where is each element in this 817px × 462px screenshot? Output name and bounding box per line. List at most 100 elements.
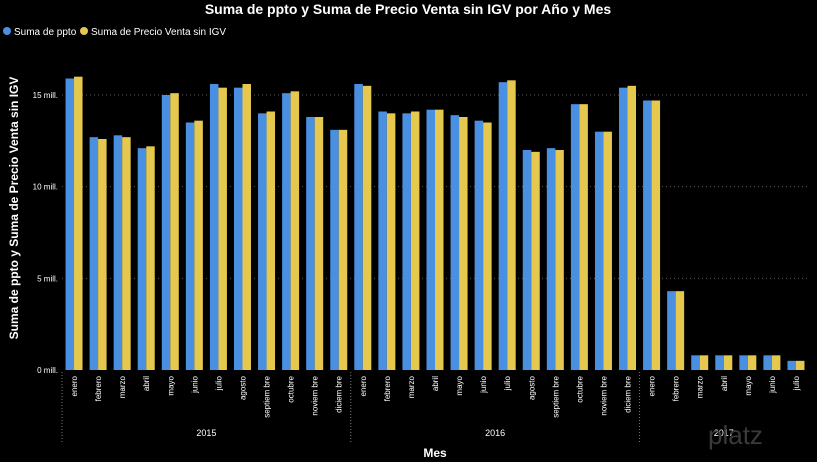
x-tick-label: febrero (383, 375, 392, 401)
x-tick-label: mayo (744, 375, 753, 395)
bar-ppto[interactable] (330, 129, 339, 370)
bar-precio-venta[interactable] (651, 100, 661, 371)
x-tick-label: diciem bre (335, 375, 344, 412)
bar-ppto[interactable] (450, 115, 460, 371)
bar-ppto[interactable] (306, 117, 315, 370)
bar-ppto[interactable] (763, 355, 772, 370)
bar-precio-venta[interactable] (507, 80, 516, 370)
bar-ppto[interactable] (691, 355, 700, 370)
bar-precio-venta[interactable] (122, 137, 131, 370)
bar-ppto[interactable] (594, 131, 604, 370)
y-tick-label: 10 mill. (33, 183, 58, 192)
bar-ppto[interactable] (282, 93, 291, 371)
legend-swatch-ppto (3, 27, 11, 35)
bar-ppto[interactable] (185, 122, 195, 371)
bar-precio-venta[interactable] (795, 360, 805, 370)
bar-ppto[interactable] (546, 148, 556, 370)
bar-precio-venta[interactable] (579, 104, 588, 371)
x-tick-label: enero (648, 375, 657, 396)
x-axis-title: Mes (423, 446, 447, 460)
y-tick-label: 0 mill. (37, 366, 58, 375)
bar-ppto[interactable] (161, 95, 171, 370)
bar-precio-venta[interactable] (675, 291, 685, 370)
bar-precio-venta[interactable] (603, 131, 612, 370)
bar-precio-venta[interactable] (386, 113, 396, 370)
y-axis-ticks: 0 mill. 5 mill. 10 mill. 15 mill. (33, 91, 58, 375)
bar-ppto[interactable] (570, 104, 580, 371)
x-tick-label: abril (142, 376, 151, 391)
legend-swatch-precio (80, 27, 88, 35)
bar-precio-venta[interactable] (483, 122, 492, 371)
bar-precio-venta[interactable] (338, 129, 348, 370)
legend[interactable]: Suma de ppto Suma de Precio Venta sin IG… (3, 27, 226, 38)
x-axis-labels: enero febrero marzo abril mayo junio julio agos… (70, 375, 801, 417)
bar-ppto[interactable] (619, 87, 628, 371)
bar-ppto[interactable] (137, 148, 147, 370)
bar-precio-venta[interactable] (314, 117, 324, 370)
bar-precio-venta[interactable] (290, 91, 300, 370)
bar-ppto[interactable] (209, 84, 219, 370)
bar-precio-venta[interactable] (170, 93, 179, 371)
bar-precio-venta[interactable] (242, 84, 251, 370)
bar-precio-venta[interactable] (362, 85, 372, 370)
year-groups: 2015 2016 2017 (61, 372, 734, 442)
legend-label-precio: Suma de Precio Venta sin IGV (91, 27, 226, 38)
bar-precio-venta[interactable] (435, 109, 444, 371)
x-tick-label: octubre (575, 375, 584, 402)
x-tick-label: junio (768, 375, 777, 393)
x-tick-label: junio (479, 375, 488, 393)
bar-precio-venta[interactable] (266, 111, 276, 371)
bar-precio-venta[interactable] (410, 111, 420, 371)
x-tick-label: agosto (238, 375, 247, 400)
chart-title: Suma de ppto y Suma de Precio Venta sin … (205, 1, 612, 17)
bar-precio-venta[interactable] (146, 146, 155, 370)
x-tick-label: septiem bre (263, 375, 272, 417)
x-tick-label: enero (70, 375, 79, 396)
x-tick-label: mayo (166, 375, 175, 395)
bar-precio-venta[interactable] (74, 76, 83, 371)
x-tick-label: marzo (407, 375, 416, 398)
x-tick-label: febrero (94, 375, 103, 401)
x-tick-label: septiem bre (551, 375, 560, 417)
bar-ppto[interactable] (522, 150, 532, 370)
x-tick-label: marzo (696, 375, 705, 398)
bar-ppto[interactable] (402, 113, 411, 370)
bar-ppto[interactable] (89, 137, 99, 370)
x-tick-label: noviem bre (311, 375, 320, 415)
bar-ppto[interactable] (258, 113, 267, 370)
bar-ppto[interactable] (667, 291, 676, 370)
bar-ppto[interactable] (643, 100, 652, 371)
y-tick-label: 15 mill. (33, 91, 58, 100)
bar-ppto[interactable] (715, 355, 724, 370)
bar-precio-venta[interactable] (723, 355, 733, 370)
x-tick-label: abril (720, 376, 729, 391)
bar-ppto[interactable] (426, 109, 436, 371)
bar-ppto[interactable] (233, 87, 243, 371)
y-tick-label: 5 mill. (37, 274, 58, 283)
bar-ppto[interactable] (113, 135, 123, 370)
bar-ppto[interactable] (65, 78, 75, 371)
year-label: 2015 (196, 428, 216, 438)
bar-ppto[interactable] (474, 120, 484, 371)
x-tick-label: noviem bre (599, 375, 608, 415)
bar-precio-venta[interactable] (218, 87, 227, 371)
y-axis-title: Suma de ppto y Suma de Precio Venta sin … (7, 77, 21, 340)
bar-precio-venta[interactable] (531, 151, 540, 370)
bar-precio-venta[interactable] (747, 355, 757, 370)
x-tick-label: marzo (118, 375, 127, 398)
bar-ppto[interactable] (378, 111, 387, 371)
bar-precio-venta[interactable] (459, 117, 468, 370)
bar-ppto[interactable] (739, 355, 748, 370)
bar-ppto[interactable] (498, 82, 508, 371)
legend-label-ppto: Suma de ppto (14, 27, 77, 38)
bar-precio-venta[interactable] (555, 150, 564, 370)
bar-precio-venta[interactable] (194, 120, 203, 371)
bar-ppto[interactable] (354, 84, 363, 370)
bar-precio-venta[interactable] (771, 355, 781, 370)
x-tick-label: agosto (527, 375, 536, 400)
x-tick-label: enero (359, 375, 368, 396)
bar-precio-venta[interactable] (98, 139, 107, 370)
bar-precio-venta[interactable] (627, 85, 637, 370)
bar-precio-venta[interactable] (699, 355, 709, 370)
bar-ppto[interactable] (787, 360, 796, 370)
